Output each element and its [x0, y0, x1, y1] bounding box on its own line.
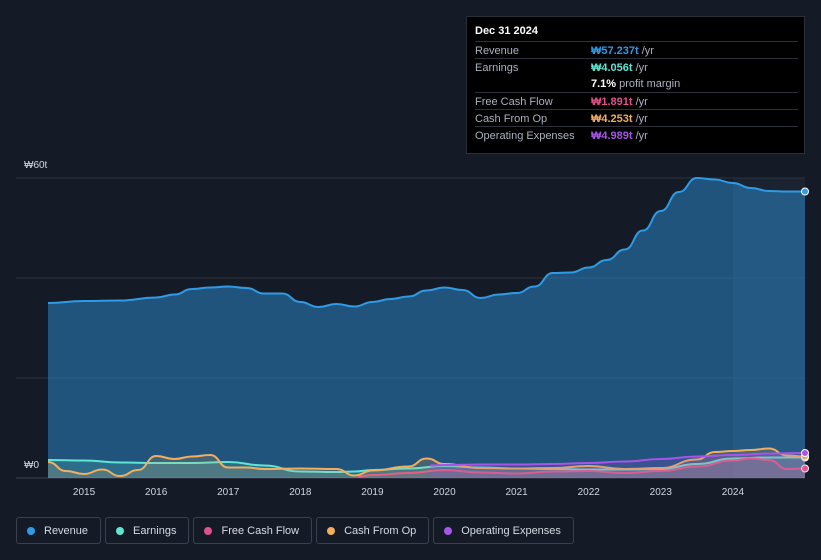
legend-label: Revenue	[44, 524, 89, 537]
chart: 2015 2016 2017 2018 2019 2020 2021 2022 2023 2024	[16, 176, 809, 498]
tooltip-label: Operating Expenses	[475, 130, 575, 142]
free-cash-flow-line	[357, 457, 806, 478]
tooltip-value: ₩1.891t/yr	[591, 96, 648, 108]
tooltip-label: Free Cash Flow	[475, 96, 553, 108]
revenue-line	[47, 176, 805, 309]
legend-item-cash-from-op[interactable]: Cash From Op	[316, 517, 430, 544]
tooltip-date: Dec 31 2024	[475, 25, 538, 37]
tooltip-value: 7.1% profit margin	[591, 78, 681, 90]
tooltip-value: ₩4.253t/yr	[591, 113, 648, 125]
x-tick-label: 2015	[73, 487, 96, 498]
x-tick-label: 2024	[722, 487, 745, 498]
tooltip-panel: Dec 31 2024 Revenue ₩57.237t/yr Earnings…	[466, 16, 805, 154]
tooltip-row-margin: 7.1% profit margin	[475, 75, 798, 92]
tooltip-row-cfo: Cash From Op ₩4.253t/yr	[475, 109, 798, 127]
operating-expenses-line	[430, 452, 806, 467]
legend-item-operating-expenses[interactable]: Operating Expenses	[433, 517, 574, 544]
tooltip-label: Revenue	[475, 45, 520, 57]
free-cash-flow-end-point	[801, 464, 809, 473]
legend-item-free-cash-flow[interactable]: Free Cash Flow	[193, 517, 313, 544]
legend: Revenue Earnings Free Cash Flow Cash Fro…	[16, 517, 574, 544]
revenue-area	[48, 178, 805, 478]
x-tick-label: 2021	[505, 487, 528, 498]
legend-dot-icon	[116, 526, 125, 535]
tooltip-row-opex: Operating Expenses ₩4.989t/yr	[475, 126, 798, 144]
legend-label: Free Cash Flow	[221, 524, 300, 537]
tooltip-row-revenue: Revenue ₩57.237t/yr	[475, 41, 798, 59]
tooltip-value: ₩57.237t/yr	[591, 45, 654, 57]
legend-dot-icon	[27, 526, 35, 535]
x-tick-label: 2018	[289, 487, 312, 498]
tooltip-label: Earnings	[475, 62, 519, 74]
legend-item-earnings[interactable]: Earnings	[105, 517, 190, 544]
legend-dot-icon	[444, 526, 453, 535]
tooltip-value: ₩4.056t/yr	[591, 62, 648, 74]
y-axis-bottom-label: ₩0	[24, 460, 39, 471]
x-tick-label: 2017	[217, 487, 240, 498]
x-tick-label: 2016	[145, 487, 168, 498]
x-tick-label: 2023	[650, 487, 673, 498]
legend-label: Cash From Op	[344, 524, 417, 537]
tooltip-label: Cash From Op	[475, 113, 548, 125]
legend-label: Operating Expenses	[461, 524, 561, 537]
legend-dot-icon	[204, 526, 213, 535]
operating-expenses-area	[430, 453, 805, 478]
operating-expenses-end-point	[801, 449, 809, 457]
x-tick-label: 2022	[578, 487, 601, 498]
cash-from-op-line	[47, 447, 806, 478]
earnings-line	[47, 456, 805, 474]
legend-item-revenue[interactable]: Revenue	[16, 517, 102, 544]
cash-from-op-area	[48, 448, 805, 478]
y-axis-top-label: ₩60t	[24, 160, 48, 171]
free-cash-flow-area	[358, 458, 805, 478]
x-tick-label: 2019	[361, 487, 384, 498]
tooltip-row-fcf: Free Cash Flow ₩1.891t/yr	[475, 92, 798, 110]
revenue-end-point	[801, 187, 809, 196]
legend-label: Earnings	[133, 524, 177, 537]
tooltip-value: ₩4.989t/yr	[591, 130, 648, 142]
tooltip-row-earnings: Earnings ₩4.056t/yr	[475, 58, 798, 76]
x-tick-label: 2020	[433, 487, 456, 498]
legend-dot-icon	[327, 526, 336, 535]
forecast-band	[732, 178, 805, 478]
